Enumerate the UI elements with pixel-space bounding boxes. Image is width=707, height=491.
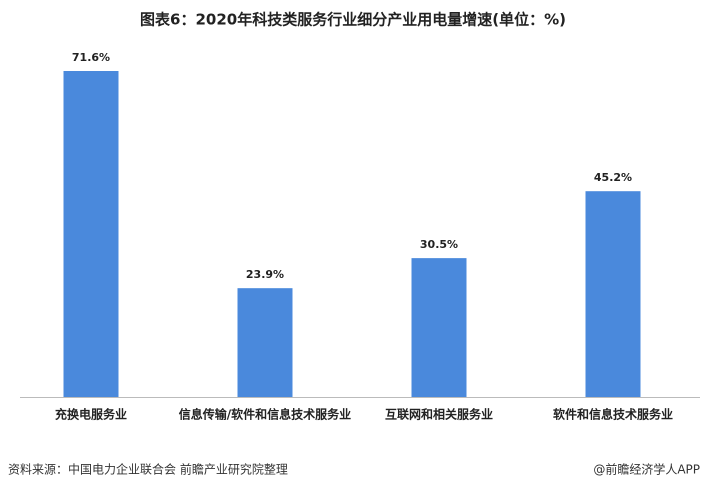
bar: [585, 191, 641, 397]
value-label: 45.2%: [594, 171, 632, 184]
source: 资料来源：中国电力企业联合会 前瞻产业研究院整理: [8, 462, 288, 477]
x-tick-label: 互联网和相关服务业: [385, 407, 493, 422]
value-label: 23.9%: [246, 268, 284, 281]
x-tick-label: 软件和信息技术服务业: [553, 407, 673, 422]
chart-title: 图表6：2020年科技类服务行业细分产业用电量增速(单位：%): [140, 11, 566, 29]
value-label: 30.5%: [420, 238, 458, 251]
x-tick-label: 信息传输/软件和信息技术服务业: [179, 407, 351, 422]
x-tick-label: 充换电服务业: [55, 407, 127, 422]
bar: [63, 71, 119, 397]
bar: [411, 258, 467, 397]
value-label: 71.6%: [72, 51, 110, 64]
credit: @前瞻经济学人APP: [593, 462, 700, 477]
bar: [237, 288, 293, 397]
